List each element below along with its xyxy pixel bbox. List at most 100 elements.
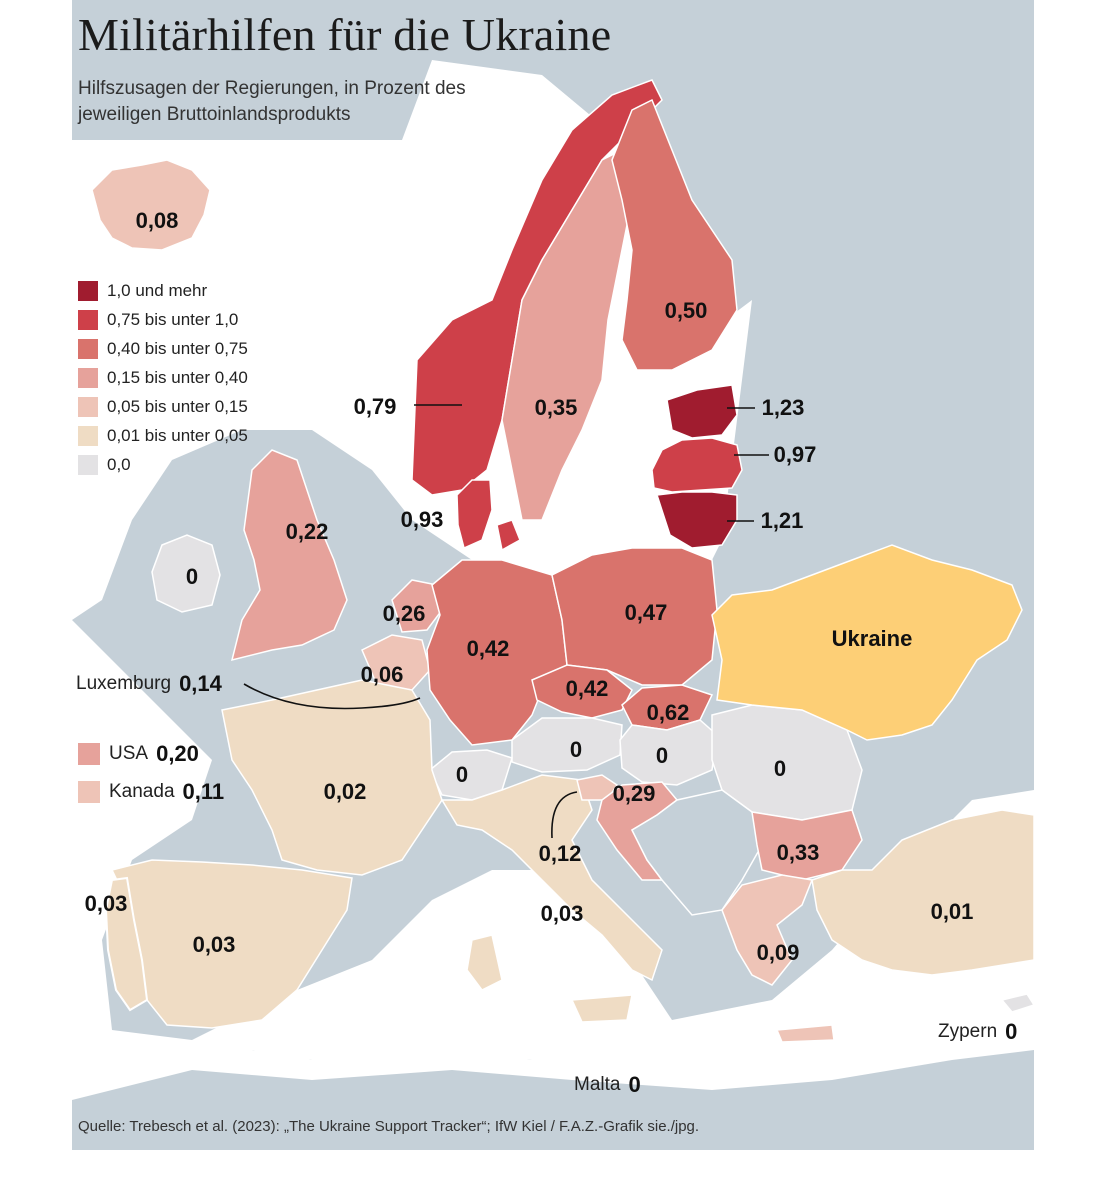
legend-swatch (78, 425, 98, 446)
value-czechia: 0,42 (565, 676, 609, 701)
legend-label: 0,15 bis unter 0,40 (107, 367, 248, 387)
hungary-shape (619, 719, 718, 786)
value-switzerland: 0 (455, 762, 469, 787)
france-shape (221, 679, 443, 876)
canada-swatch (78, 781, 100, 803)
value-norway: 0,79 (353, 394, 397, 419)
value-france: 0,02 (323, 779, 367, 804)
canada-name: Kanada (109, 781, 175, 802)
legend-label: 0,01 bis unter 0,05 (107, 425, 248, 445)
usa-annotation: USA 0,20 (78, 741, 199, 767)
value-estonia: 1,23 (761, 395, 805, 420)
cyprus-shape (1000, 993, 1034, 1013)
map-subtitle: Hilfszusagen der Regierungen, in Prozent… (78, 78, 466, 125)
value-finland: 0,50 (664, 298, 708, 323)
value-denmark: 0,93 (400, 507, 444, 532)
north-africa-land (72, 1050, 1034, 1150)
greece-shape (721, 874, 835, 1043)
canada-annotation: Kanada 0,11 (78, 779, 224, 805)
map-title: Militärhilfen für die Ukraine (78, 9, 612, 60)
color-legend: 1,0 und mehr 0,75 bis unter 1,0 0,40 bis… (78, 276, 248, 479)
value-bulgaria: 0,33 (776, 840, 820, 865)
sweden-shape (501, 148, 633, 521)
cyprus-value: 0 (1005, 1019, 1018, 1044)
iceland-shape (91, 159, 211, 251)
value-germany: 0,42 (466, 636, 510, 661)
slovenia-leader (551, 791, 578, 839)
luxembourg-value: 0,14 (179, 671, 222, 696)
legend-row: 0,40 bis unter 0,75 (78, 334, 248, 363)
cyprus-name: Zypern (938, 1021, 998, 1042)
legend-row: 0,05 bis unter 0,15 (78, 392, 248, 421)
sea (72, 60, 1034, 1150)
value-croatia: 0,29 (612, 781, 656, 806)
value-turkey: 0,01 (930, 899, 974, 924)
legend-label: 0,75 bis unter 1,0 (107, 309, 239, 329)
legend-row: 0,01 bis unter 0,05 (78, 421, 248, 450)
value-belgium: 0,06 (360, 662, 404, 687)
estonia-shape (666, 384, 738, 439)
cyprus-annotation: Zypern 0 (938, 1019, 1017, 1045)
legend-swatch (78, 338, 98, 359)
value-uk: 0,22 (285, 519, 329, 544)
balkans-land (631, 789, 763, 916)
portugal-shape (104, 876, 149, 1012)
czechia-shape (531, 664, 633, 719)
value-romania: 0 (773, 756, 787, 781)
value-austria: 0 (569, 737, 583, 762)
leader-lines (243, 404, 769, 839)
denmark-shape (456, 479, 521, 552)
value-hungary: 0 (655, 743, 669, 768)
legend-swatch (78, 454, 98, 475)
germany-shape (426, 559, 568, 746)
legend-label: 0,0 (107, 454, 131, 474)
ukraine-shape (711, 544, 1023, 741)
value-slovenia: 0,12 (538, 841, 582, 866)
value-portugal: 0,03 (84, 891, 128, 916)
turkey-shape (811, 809, 1034, 976)
legend-label: 1,0 und mehr (107, 280, 208, 300)
value-ireland: 0 (185, 564, 199, 589)
italy-shape (440, 774, 663, 1023)
finland-shape (611, 98, 738, 371)
lithuania-shape (656, 491, 738, 549)
legend-row: 1,0 und mehr (78, 276, 248, 305)
value-spain: 0,03 (192, 932, 236, 957)
usa-name: USA (109, 743, 149, 764)
legend-swatch (78, 280, 98, 301)
ukraine-label: Ukraine (831, 626, 913, 651)
value-lithuania: 1,21 (760, 508, 804, 533)
legend-row: 0,15 bis unter 0,40 (78, 363, 248, 392)
value-latvia: 0,97 (773, 442, 817, 467)
value-slovakia: 0,62 (646, 700, 690, 725)
legend-swatch (78, 396, 98, 417)
usa-value: 0,20 (156, 741, 199, 766)
legend-row: 0,75 bis unter 1,0 (78, 305, 248, 334)
luxembourg-name: Luxemburg (76, 673, 172, 694)
legend-label: 0,05 bis unter 0,15 (107, 396, 248, 416)
europe-map (72, 60, 1034, 1150)
ireland-shape (151, 534, 221, 613)
legend-swatch (78, 309, 98, 330)
value-sweden: 0,35 (534, 395, 578, 420)
value-italy: 0,03 (540, 901, 584, 926)
legend-row: 0,0 (78, 450, 248, 479)
malta-name: Malta (574, 1074, 621, 1095)
canada-value: 0,11 (182, 779, 225, 804)
legend-swatch (78, 367, 98, 388)
latvia-shape (651, 437, 743, 493)
map-frame: Militärhilfen für die Ukraine Hilfszusag… (72, 0, 1034, 1150)
value-greece: 0,09 (756, 940, 800, 965)
value-netherlands: 0,26 (382, 601, 426, 626)
luxembourg-leader (243, 683, 421, 710)
malta-annotation: Malta 0 (574, 1072, 641, 1098)
switzerland-shape (429, 749, 513, 801)
luxembourg-annotation: Luxemburg 0,14 (76, 671, 222, 697)
legend-label: 0,40 bis unter 0,75 (107, 338, 248, 358)
source-note: Quelle: Trebesch et al. (2023): „The Ukr… (78, 1118, 700, 1135)
austria-shape (511, 717, 623, 773)
value-poland: 0,47 (624, 600, 668, 625)
usa-swatch (78, 743, 100, 765)
value-iceland: 0,08 (135, 208, 179, 233)
malta-value: 0 (628, 1072, 641, 1097)
